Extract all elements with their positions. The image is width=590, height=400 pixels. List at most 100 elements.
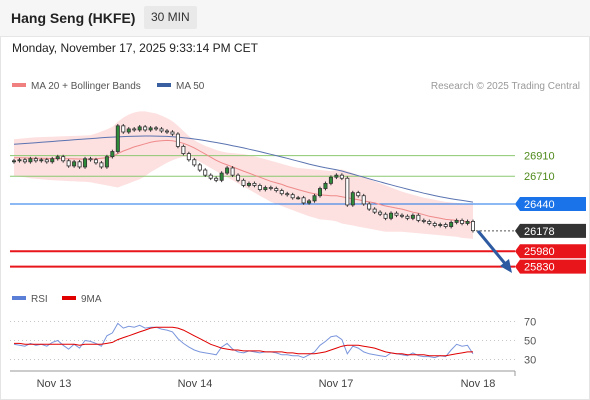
candle-body [263, 187, 268, 190]
candle-body [208, 174, 213, 179]
ma50-line [13, 135, 474, 203]
candle-body [72, 161, 77, 167]
candle-body [93, 159, 98, 164]
candle-body [356, 192, 361, 197]
candle-body [164, 130, 169, 133]
candle-body [230, 167, 235, 176]
candle-body [121, 125, 126, 133]
candle-body [421, 219, 426, 222]
legend-ma20-swatch [12, 83, 26, 88]
candle-body [39, 159, 44, 162]
legend-rsi-label: RSI [31, 294, 48, 305]
legend-rsi-ma-swatch [62, 296, 76, 301]
rsi-tick-30: 30 [524, 355, 536, 367]
candle-body [301, 197, 306, 204]
candle-body [405, 215, 410, 219]
candle-body [296, 197, 301, 200]
candle-body [361, 195, 366, 205]
candle-body [225, 167, 230, 174]
price-label-25980: 25980 [524, 246, 555, 258]
header-bar: Hang Seng (HKFE) 30 MIN [0, 0, 590, 37]
price-label-26440: 26440 [524, 199, 555, 211]
instrument-title: Hang Seng (HKFE) [11, 10, 136, 26]
candle-body [470, 221, 475, 232]
candle-body [317, 188, 322, 197]
price-label-25830: 25830 [524, 262, 555, 274]
candle-body [246, 182, 251, 186]
candle-body [427, 221, 432, 224]
candle-body [77, 161, 82, 168]
candle-body [345, 177, 350, 206]
candle-body [192, 159, 197, 166]
candle-body [33, 158, 38, 162]
candle-body [44, 159, 49, 163]
candle-body [367, 203, 372, 210]
candle-body [285, 193, 290, 196]
candle-body [328, 176, 333, 184]
x-tick-label: Nov 18 [461, 378, 496, 390]
candle-body [170, 131, 175, 135]
credit-text: Research © 2025 Trading Central [430, 81, 580, 92]
candle-body [268, 187, 273, 189]
candle-body [399, 214, 404, 217]
candle-body [214, 177, 219, 181]
legend-rsi: RSI [12, 294, 48, 305]
candle-body [274, 188, 279, 191]
candle-body [416, 214, 421, 221]
candle-body [438, 224, 443, 226]
legend-rsi-swatch [12, 296, 26, 301]
candle-body [454, 219, 459, 223]
legend-rsi-ma-label: 9MA [81, 294, 102, 305]
candle-body [66, 160, 71, 167]
candle-body [28, 158, 33, 163]
candle-body [252, 182, 257, 186]
candle-body [449, 222, 454, 227]
candle-body [432, 223, 437, 226]
candle-body [83, 158, 88, 168]
legend-ma50-swatch [157, 83, 171, 88]
rsi-tick-50: 50 [524, 336, 536, 348]
candle-body [290, 194, 295, 199]
price-tag-26178 [515, 223, 586, 238]
candle-body [372, 208, 377, 213]
candle-body [50, 158, 55, 163]
forecast-arrow-head [500, 259, 512, 273]
candle-body [104, 156, 109, 168]
legend-ma50: MA 50 [157, 81, 204, 92]
price-label-26910: 26910 [524, 151, 555, 163]
price-tag-26440 [515, 196, 586, 211]
candle-body [197, 164, 202, 171]
candle-body [219, 172, 224, 181]
candle-body [88, 158, 93, 161]
candle-body [378, 211, 383, 215]
candle-body [22, 159, 27, 163]
candle-body [115, 125, 120, 152]
candle-body [11, 160, 16, 163]
candle-body [394, 212, 399, 216]
candle-body [203, 169, 208, 176]
candle-body [279, 190, 284, 195]
price-label-26178: 26178 [524, 226, 555, 238]
candle-body [383, 213, 388, 219]
candle-body [460, 219, 465, 224]
legend-rsi-ma: 9MA [62, 294, 102, 305]
candle-body [443, 224, 448, 227]
price-label-26710: 26710 [524, 171, 555, 183]
legend-ma20-bb: MA 20 + Bollinger Bands [12, 81, 141, 92]
price-tag-25830 [515, 259, 586, 274]
legend-ma20-label: MA 20 + Bollinger Bands [31, 81, 141, 92]
interval-button[interactable]: 30 MIN [144, 6, 197, 29]
candle-body [154, 127, 159, 130]
x-tick-label: Nov 14 [178, 378, 213, 390]
candle-body [99, 162, 104, 168]
candle-body [61, 156, 66, 162]
legend-ma50-label: MA 50 [176, 81, 205, 92]
candle-body [307, 200, 312, 204]
x-tick-label: Nov 17 [319, 378, 354, 390]
candle-body [236, 174, 241, 181]
rsi-tick-70: 70 [524, 317, 536, 329]
candle-body [181, 145, 186, 154]
price-tag-25980 [515, 244, 586, 259]
candle-body [410, 214, 415, 219]
